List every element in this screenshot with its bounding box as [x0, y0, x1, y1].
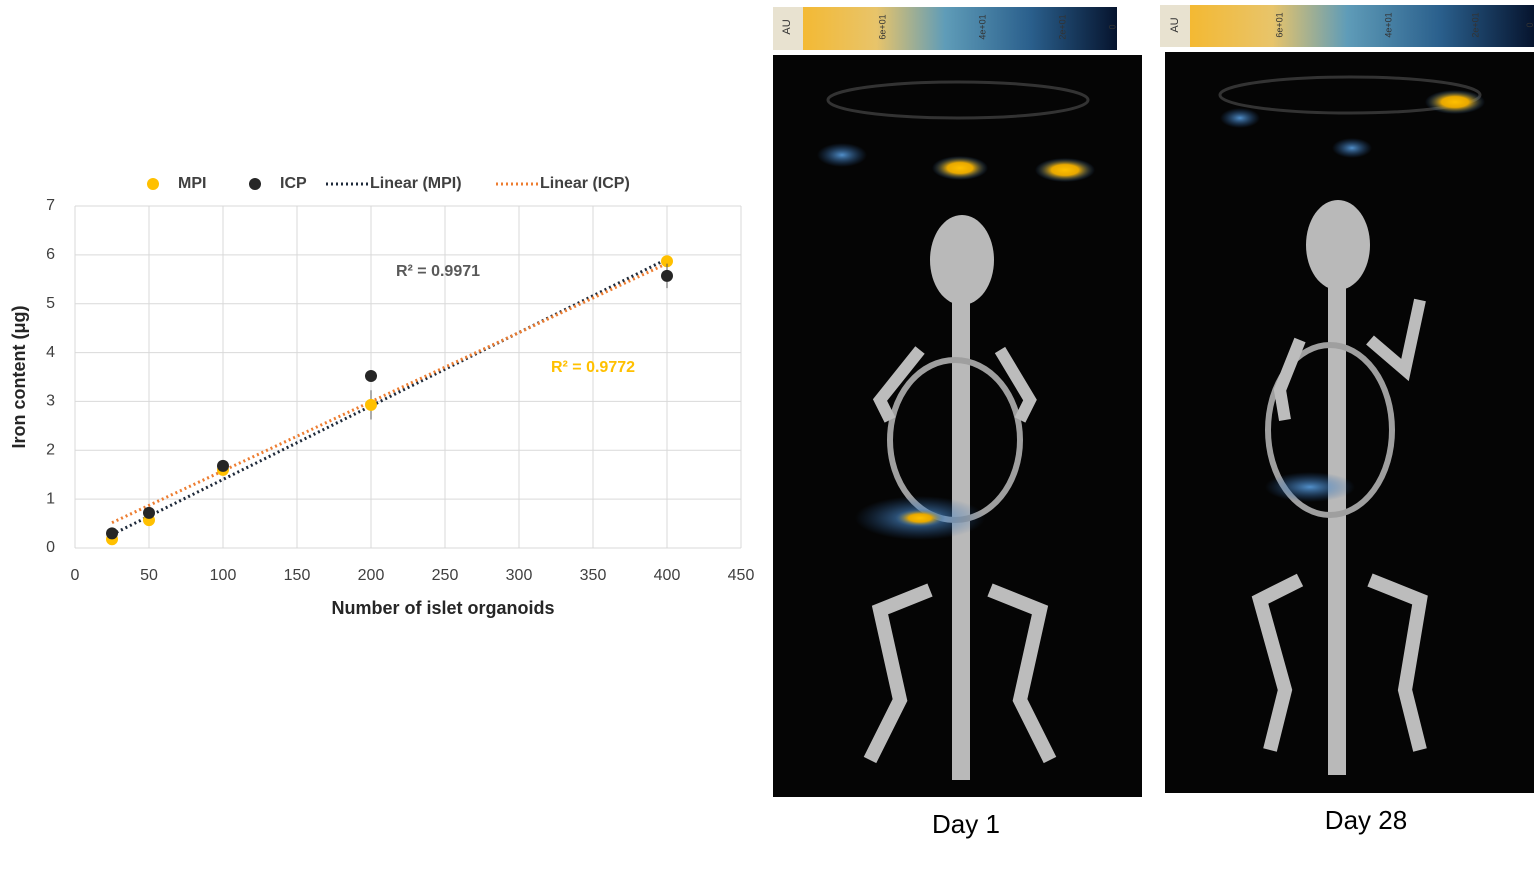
annotation: R² = 0.9772 [551, 359, 635, 376]
x-tick-label: 350 [580, 567, 607, 584]
y-tick-label: 2 [46, 442, 55, 459]
x-tick-label: 250 [432, 567, 459, 584]
y-tick-label: 5 [46, 295, 55, 312]
caption: Day 1 [932, 809, 1000, 839]
colorbar-label: 4e+01 [1383, 12, 1393, 37]
caption: Day 28 [1325, 805, 1407, 835]
y-tick-label: 1 [46, 490, 55, 507]
x-tick-label: 100 [210, 567, 237, 584]
point [106, 527, 118, 540]
y-tick-label: 0 [46, 539, 55, 556]
x-tick-label: 0 [71, 567, 80, 584]
colorbar-label: 2e+01 [1470, 12, 1480, 37]
x-tick-label: 450 [728, 567, 755, 584]
y-tick-label: 7 [46, 197, 55, 214]
y-axis-title: Iron content (μg) [9, 306, 29, 449]
legend-marker [249, 178, 261, 190]
point [143, 506, 155, 519]
x-tick-label: 400 [654, 567, 681, 584]
trend-line [111, 257, 668, 536]
colorbar-label: 6e+01 [1274, 12, 1284, 37]
y-tick-label: 4 [46, 344, 55, 361]
legend-marker [147, 178, 159, 190]
x-tick-label: 300 [506, 567, 533, 584]
x-tick-label: 50 [140, 567, 158, 584]
y-tick-label: 3 [46, 393, 55, 410]
x-tick-label: 150 [284, 567, 311, 584]
colorbar-label: 2e+01 [1057, 14, 1067, 39]
legend-label: ICP [280, 175, 307, 192]
x-tick-label: 200 [358, 567, 385, 584]
legend-label: MPI [178, 175, 206, 192]
annotation: R² = 0.9971 [396, 263, 480, 280]
colorbar-label: 0 [1525, 22, 1535, 27]
point [365, 398, 377, 411]
colorbar-label: AU [1169, 17, 1181, 32]
trend-line [111, 262, 668, 525]
colorbar-label: AU [781, 19, 793, 34]
colorbar-label: 4e+01 [977, 14, 987, 39]
point [661, 255, 673, 268]
x-axis-title: Number of islet organoids [331, 598, 554, 618]
image-day1 [773, 7, 1142, 797]
colorbar-label: 6e+01 [877, 14, 887, 39]
legend-label: Linear (ICP) [540, 175, 630, 192]
colorbar-label: 0 [1107, 24, 1117, 29]
legend-label: Linear (MPI) [370, 175, 462, 192]
image-day28 [1160, 5, 1534, 793]
point [217, 459, 229, 472]
point [365, 370, 377, 383]
y-tick-label: 6 [46, 246, 55, 263]
point [661, 269, 673, 282]
